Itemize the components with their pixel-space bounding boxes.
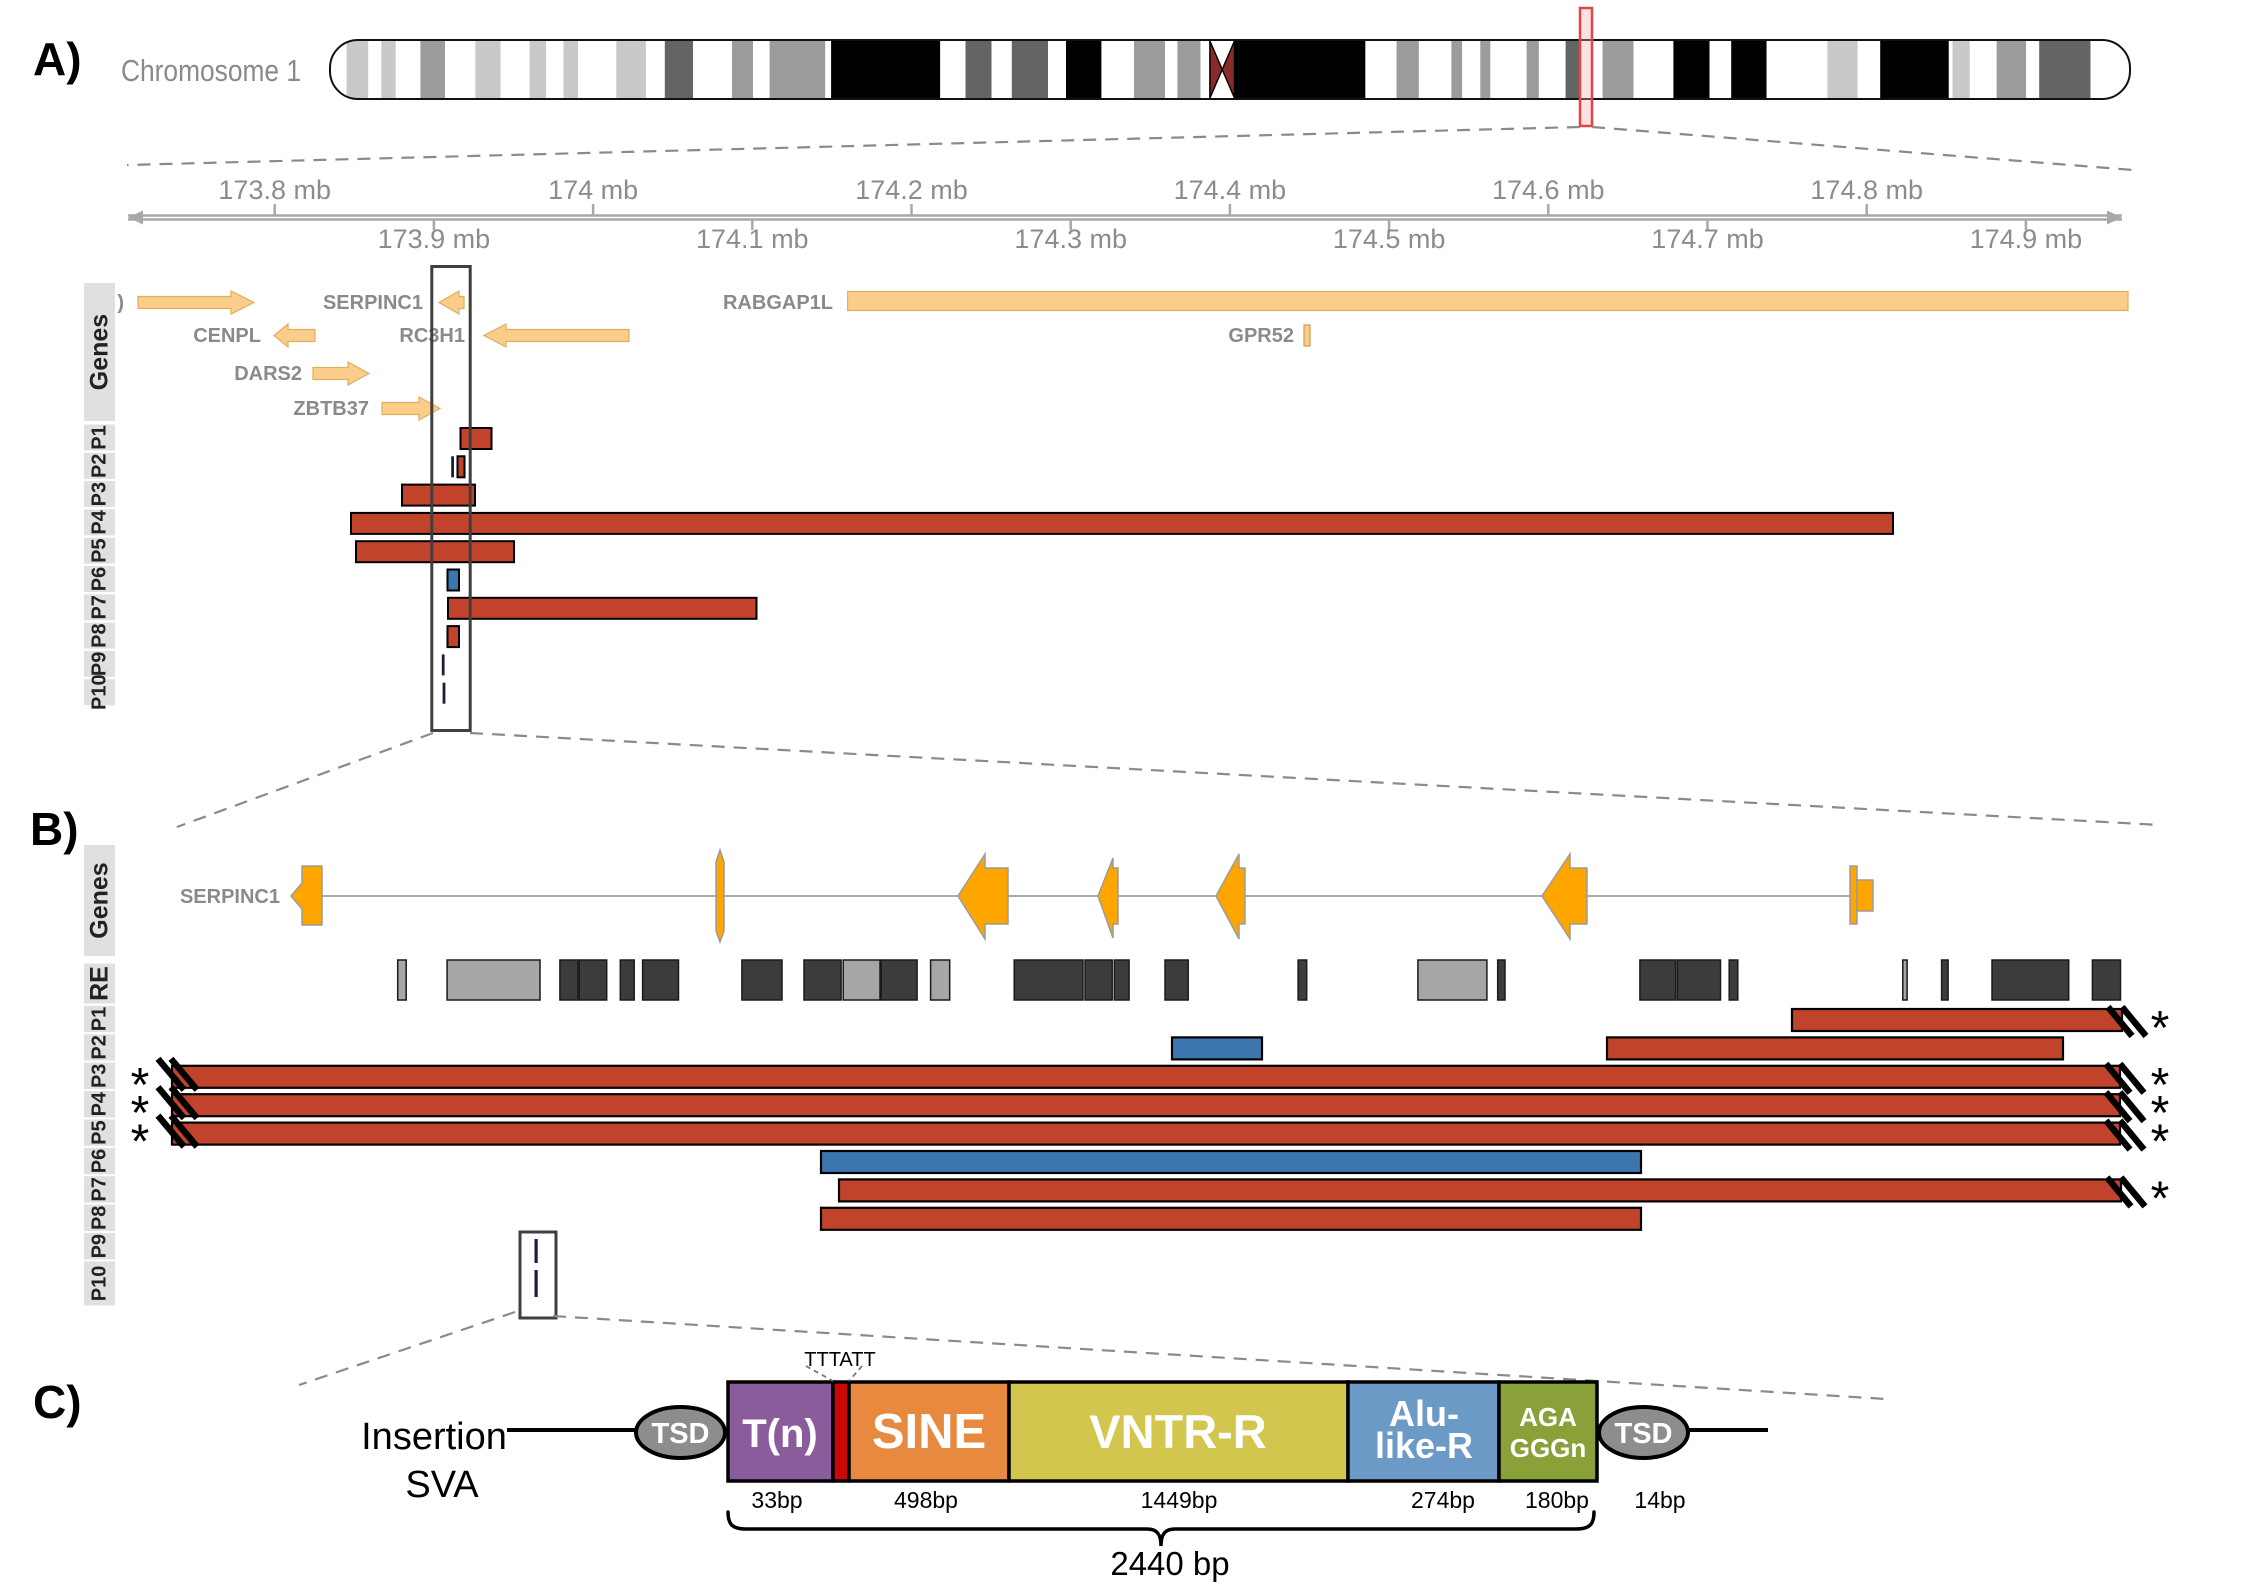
svg-text:DARS2: DARS2 xyxy=(234,363,302,385)
svg-text:174.4 mb: 174.4 mb xyxy=(1174,175,1287,205)
svg-text:TSD: TSD xyxy=(652,1418,710,1450)
svg-text:2440 bp: 2440 bp xyxy=(1110,1545,1229,1582)
svg-text:P2: P2 xyxy=(89,1035,111,1059)
svg-text:174.6 mb: 174.6 mb xyxy=(1492,175,1605,205)
svg-text:GPR52: GPR52 xyxy=(1228,325,1294,347)
svg-text:ZBTB37: ZBTB37 xyxy=(293,398,369,420)
svg-text:P7: P7 xyxy=(89,1177,111,1201)
svg-text:P3: P3 xyxy=(89,1064,111,1088)
svg-text:*: * xyxy=(131,1116,150,1169)
svg-text:P1: P1 xyxy=(89,1007,111,1031)
svg-text:TSD: TSD xyxy=(1615,1418,1673,1450)
svg-text:VNTR-R: VNTR-R xyxy=(1089,1405,1267,1458)
svg-text:498bp: 498bp xyxy=(894,1487,958,1513)
svg-text:Genes: Genes xyxy=(86,314,114,390)
svg-text:173.9 mb: 173.9 mb xyxy=(378,224,491,254)
svg-text:174.2 mb: 174.2 mb xyxy=(855,175,968,205)
svg-text:): ) xyxy=(117,292,124,314)
svg-text:174.5 mb: 174.5 mb xyxy=(1333,224,1446,254)
svg-text:P3: P3 xyxy=(89,482,111,506)
svg-text:P9: P9 xyxy=(89,1234,111,1258)
svg-text:P1: P1 xyxy=(89,425,111,449)
svg-text:GGGn: GGGn xyxy=(1510,1433,1587,1463)
svg-text:T(n): T(n) xyxy=(742,1412,818,1456)
svg-text:P5: P5 xyxy=(89,538,111,562)
svg-text:*: * xyxy=(2151,1087,2170,1140)
svg-text:B): B) xyxy=(30,803,79,855)
svg-text:*: * xyxy=(131,1059,150,1112)
svg-text:like-R: like-R xyxy=(1375,1425,1473,1466)
svg-text:SINE: SINE xyxy=(872,1405,986,1459)
svg-text:274bp: 274bp xyxy=(1411,1487,1475,1513)
svg-text:SERPINC1: SERPINC1 xyxy=(180,886,280,908)
svg-text:174.7 mb: 174.7 mb xyxy=(1651,224,1764,254)
svg-text:14bp: 14bp xyxy=(1634,1487,1685,1513)
svg-text:Alu-: Alu- xyxy=(1389,1393,1459,1434)
svg-text:173.8 mb: 173.8 mb xyxy=(218,175,331,205)
svg-text:P8: P8 xyxy=(89,1206,111,1230)
svg-text:P7: P7 xyxy=(89,595,111,619)
svg-text:180bp: 180bp xyxy=(1525,1487,1589,1513)
svg-text:P2: P2 xyxy=(89,454,111,478)
svg-text:*: * xyxy=(2151,1059,2170,1112)
svg-text:P6: P6 xyxy=(89,1149,111,1173)
svg-text:TTTATT: TTTATT xyxy=(804,1349,875,1371)
svg-text:174.8 mb: 174.8 mb xyxy=(1810,175,1923,205)
svg-text:P8: P8 xyxy=(89,623,111,647)
svg-text:RABGAP1L: RABGAP1L xyxy=(723,292,833,314)
svg-text:RE: RE xyxy=(86,966,114,1001)
svg-text:33bp: 33bp xyxy=(751,1487,802,1513)
svg-text:AGA: AGA xyxy=(1519,1402,1577,1432)
svg-text:Insertion: Insertion xyxy=(361,1416,507,1458)
svg-text:P4: P4 xyxy=(89,1091,111,1116)
svg-text:P5: P5 xyxy=(89,1120,111,1144)
svg-text:1449bp: 1449bp xyxy=(1141,1487,1218,1513)
svg-text:Chromosome 1: Chromosome 1 xyxy=(121,53,301,88)
svg-text:Genes: Genes xyxy=(86,862,114,938)
svg-text:SERPINC1: SERPINC1 xyxy=(323,292,423,314)
svg-text:174 mb: 174 mb xyxy=(548,175,638,205)
svg-text:P9: P9 xyxy=(89,652,111,676)
svg-text:CENPL: CENPL xyxy=(193,325,261,347)
svg-text:SVA: SVA xyxy=(405,1464,479,1506)
svg-text:A): A) xyxy=(33,33,82,85)
svg-text:P6: P6 xyxy=(89,567,111,591)
svg-text:174.1 mb: 174.1 mb xyxy=(696,224,809,254)
svg-text:C): C) xyxy=(33,1376,82,1428)
svg-text:174.9 mb: 174.9 mb xyxy=(1970,224,2083,254)
svg-text:*: * xyxy=(2151,1172,2170,1225)
svg-text:P10: P10 xyxy=(89,674,111,710)
svg-text:P4: P4 xyxy=(89,509,111,534)
svg-text:P10: P10 xyxy=(89,1266,111,1302)
svg-text:*: * xyxy=(2151,1002,2170,1055)
svg-text:*: * xyxy=(131,1087,150,1140)
svg-text:174.3 mb: 174.3 mb xyxy=(1014,224,1127,254)
svg-text:*: * xyxy=(2151,1116,2170,1169)
